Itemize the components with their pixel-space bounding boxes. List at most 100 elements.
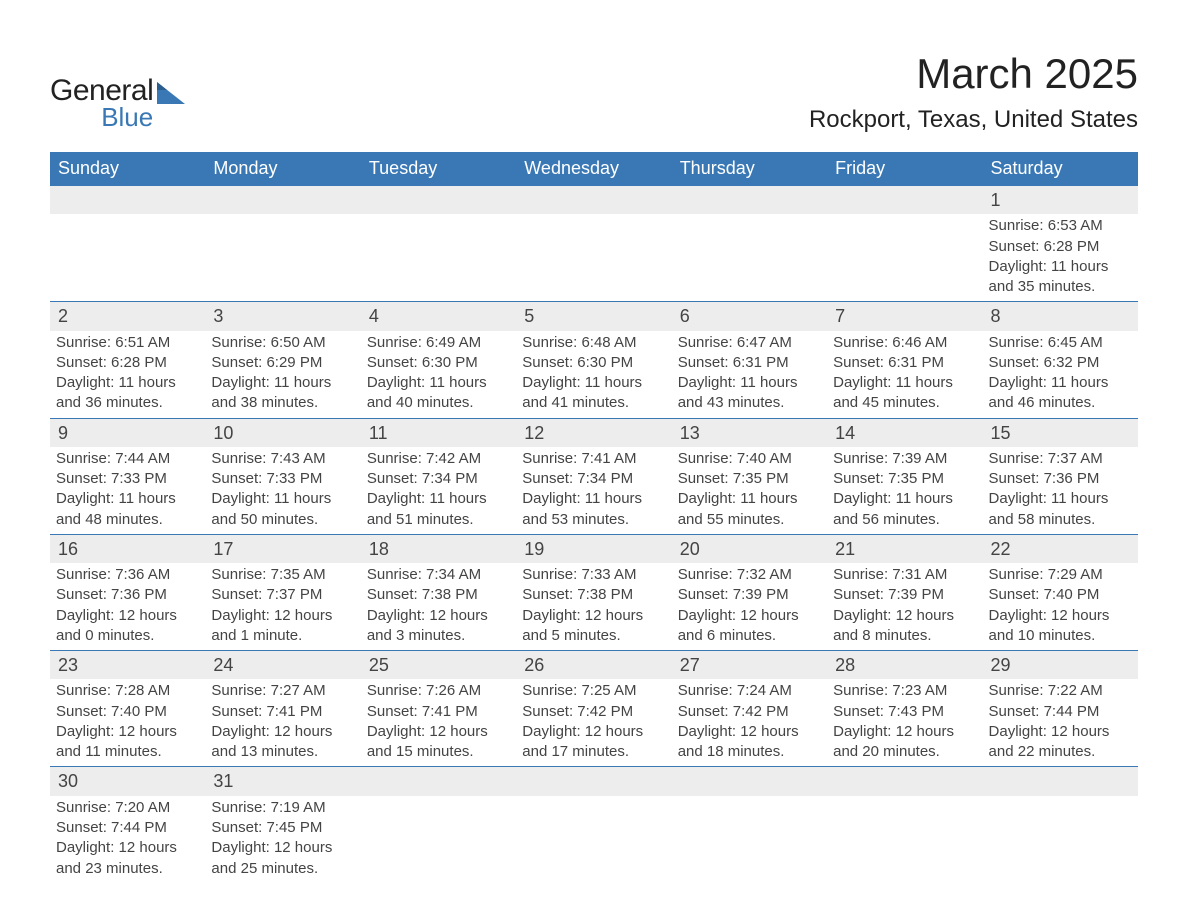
- day-detail-line: Daylight: 11 hours: [989, 373, 1130, 393]
- day-detail-line: Daylight: 11 hours: [56, 489, 197, 509]
- calendar-cell: [516, 186, 671, 302]
- day-number: 23: [50, 651, 205, 679]
- day-number: 9: [50, 419, 205, 447]
- day-detail-line: Sunrise: 7:41 AM: [522, 449, 663, 469]
- day-header: Tuesday: [361, 152, 516, 186]
- logo-blue: Blue: [101, 104, 153, 130]
- day-details: Sunrise: 7:34 AMSunset: 7:38 PMDaylight:…: [361, 563, 516, 650]
- day-detail-line: Daylight: 11 hours: [833, 373, 974, 393]
- day-detail-line: Sunset: 7:45 PM: [211, 818, 352, 838]
- day-detail-line: Sunrise: 7:22 AM: [989, 681, 1130, 701]
- day-number: 5: [516, 302, 671, 330]
- day-detail-line: and 15 minutes.: [367, 742, 508, 762]
- day-detail-line: and 10 minutes.: [989, 626, 1130, 646]
- logo-flag-icon: [157, 82, 185, 109]
- day-detail-line: Sunset: 6:30 PM: [367, 353, 508, 373]
- day-number: 18: [361, 535, 516, 563]
- day-header: Monday: [205, 152, 360, 186]
- day-detail-line: Sunrise: 6:51 AM: [56, 333, 197, 353]
- day-detail-line: Sunset: 7:36 PM: [56, 585, 197, 605]
- day-number: 3: [205, 302, 360, 330]
- day-details: Sunrise: 7:20 AMSunset: 7:44 PMDaylight:…: [50, 796, 205, 883]
- calendar-cell: 19Sunrise: 7:33 AMSunset: 7:38 PMDayligh…: [516, 534, 671, 650]
- calendar-cell: 3Sunrise: 6:50 AMSunset: 6:29 PMDaylight…: [205, 302, 360, 418]
- day-detail-line: Daylight: 12 hours: [678, 606, 819, 626]
- day-details: Sunrise: 7:22 AMSunset: 7:44 PMDaylight:…: [983, 679, 1138, 766]
- day-detail-line: Sunrise: 7:44 AM: [56, 449, 197, 469]
- day-detail-line: Daylight: 11 hours: [211, 373, 352, 393]
- day-number: 12: [516, 419, 671, 447]
- day-detail-line: Sunset: 7:43 PM: [833, 702, 974, 722]
- day-detail-line: Daylight: 12 hours: [522, 606, 663, 626]
- day-detail-line: Daylight: 11 hours: [522, 489, 663, 509]
- day-detail-line: and 51 minutes.: [367, 510, 508, 530]
- day-detail-line: Sunset: 7:38 PM: [522, 585, 663, 605]
- day-detail-line: Sunset: 7:35 PM: [833, 469, 974, 489]
- day-detail-line: Sunrise: 6:46 AM: [833, 333, 974, 353]
- day-number: [672, 186, 827, 214]
- logo-text: General Blue: [50, 76, 153, 130]
- day-details: Sunrise: 7:37 AMSunset: 7:36 PMDaylight:…: [983, 447, 1138, 534]
- calendar-cell: 24Sunrise: 7:27 AMSunset: 7:41 PMDayligh…: [205, 651, 360, 767]
- calendar-cell: [205, 186, 360, 302]
- day-details: [205, 214, 360, 220]
- day-detail-line: Sunset: 7:40 PM: [56, 702, 197, 722]
- day-details: Sunrise: 7:40 AMSunset: 7:35 PMDaylight:…: [672, 447, 827, 534]
- calendar-cell: 10Sunrise: 7:43 AMSunset: 7:33 PMDayligh…: [205, 418, 360, 534]
- day-details: [672, 796, 827, 802]
- day-detail-line: Sunrise: 7:25 AM: [522, 681, 663, 701]
- day-details: Sunrise: 7:29 AMSunset: 7:40 PMDaylight:…: [983, 563, 1138, 650]
- day-detail-line: and 38 minutes.: [211, 393, 352, 413]
- calendar-cell: [50, 186, 205, 302]
- day-detail-line: Sunrise: 7:24 AM: [678, 681, 819, 701]
- day-header: Sunday: [50, 152, 205, 186]
- day-detail-line: and 22 minutes.: [989, 742, 1130, 762]
- day-number: [361, 767, 516, 795]
- day-details: Sunrise: 7:26 AMSunset: 7:41 PMDaylight:…: [361, 679, 516, 766]
- day-detail-line: Sunrise: 7:28 AM: [56, 681, 197, 701]
- day-detail-line: Sunset: 7:33 PM: [211, 469, 352, 489]
- day-detail-line: Sunset: 7:34 PM: [522, 469, 663, 489]
- day-details: [516, 796, 671, 802]
- calendar-week: 2Sunrise: 6:51 AMSunset: 6:28 PMDaylight…: [50, 302, 1138, 418]
- day-detail-line: and 5 minutes.: [522, 626, 663, 646]
- day-detail-line: Sunset: 7:40 PM: [989, 585, 1130, 605]
- day-detail-line: Daylight: 11 hours: [678, 489, 819, 509]
- day-number: 7: [827, 302, 982, 330]
- day-number: 8: [983, 302, 1138, 330]
- day-detail-line: Sunrise: 7:40 AM: [678, 449, 819, 469]
- day-detail-line: Daylight: 12 hours: [56, 606, 197, 626]
- header: General Blue March 2025 Rockport, Texas,…: [50, 50, 1138, 134]
- day-detail-line: Sunset: 6:31 PM: [833, 353, 974, 373]
- day-detail-line: Daylight: 12 hours: [833, 722, 974, 742]
- day-detail-line: Sunset: 7:44 PM: [989, 702, 1130, 722]
- calendar-cell: 9Sunrise: 7:44 AMSunset: 7:33 PMDaylight…: [50, 418, 205, 534]
- calendar-cell: 31Sunrise: 7:19 AMSunset: 7:45 PMDayligh…: [205, 767, 360, 883]
- day-detail-line: Sunset: 7:35 PM: [678, 469, 819, 489]
- day-detail-line: Sunset: 7:44 PM: [56, 818, 197, 838]
- day-detail-line: Daylight: 11 hours: [678, 373, 819, 393]
- day-number: 27: [672, 651, 827, 679]
- day-detail-line: Sunrise: 6:53 AM: [989, 216, 1130, 236]
- day-detail-line: Sunset: 7:42 PM: [522, 702, 663, 722]
- day-detail-line: and 3 minutes.: [367, 626, 508, 646]
- day-details: Sunrise: 6:49 AMSunset: 6:30 PMDaylight:…: [361, 331, 516, 418]
- day-detail-line: Daylight: 12 hours: [56, 838, 197, 858]
- day-detail-line: and 17 minutes.: [522, 742, 663, 762]
- calendar-cell: 18Sunrise: 7:34 AMSunset: 7:38 PMDayligh…: [361, 534, 516, 650]
- day-detail-line: Sunrise: 7:19 AM: [211, 798, 352, 818]
- day-details: [827, 214, 982, 220]
- day-detail-line: Daylight: 11 hours: [367, 489, 508, 509]
- day-detail-line: Sunrise: 6:47 AM: [678, 333, 819, 353]
- calendar-cell: 22Sunrise: 7:29 AMSunset: 7:40 PMDayligh…: [983, 534, 1138, 650]
- day-detail-line: Daylight: 12 hours: [367, 722, 508, 742]
- calendar-cell: 17Sunrise: 7:35 AMSunset: 7:37 PMDayligh…: [205, 534, 360, 650]
- day-detail-line: and 8 minutes.: [833, 626, 974, 646]
- day-number: [50, 186, 205, 214]
- day-detail-line: and 36 minutes.: [56, 393, 197, 413]
- calendar-week: 23Sunrise: 7:28 AMSunset: 7:40 PM Dayligh…: [50, 651, 1138, 767]
- day-number: 26: [516, 651, 671, 679]
- day-details: Sunrise: 7:25 AMSunset: 7:42 PMDaylight:…: [516, 679, 671, 766]
- day-number: 6: [672, 302, 827, 330]
- day-details: Sunrise: 7:24 AMSunset: 7:42 PMDaylight:…: [672, 679, 827, 766]
